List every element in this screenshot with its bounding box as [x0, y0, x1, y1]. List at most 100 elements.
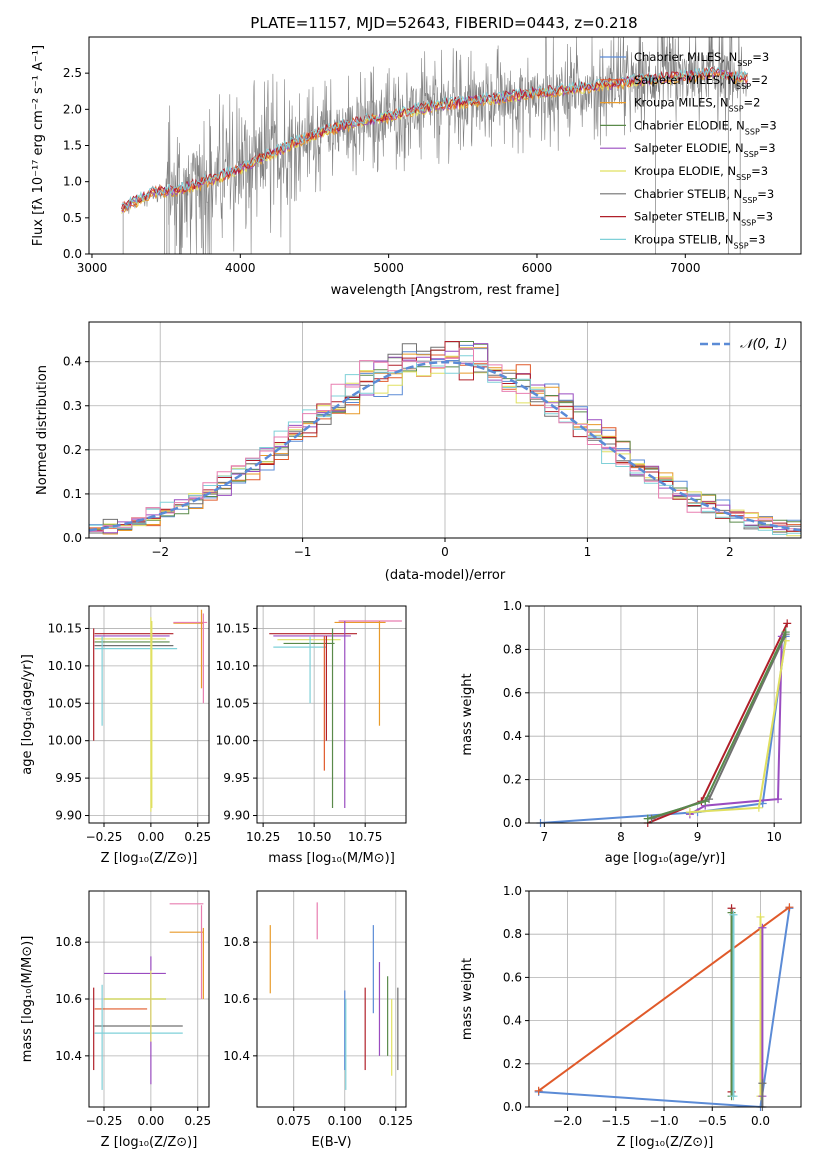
weight-point-marker: [783, 619, 792, 628]
axes-frame: [88, 321, 802, 539]
y-tick-label: 10.8: [55, 935, 82, 949]
legend-label: Salpeter ELODIE, NSSP=3: [634, 141, 776, 159]
legend-text: Kroupa ELODIE, N: [634, 164, 736, 178]
weight-point-marker: [754, 803, 763, 812]
y-tick-label: 10.00: [216, 734, 250, 748]
weight-point-marker: [781, 628, 790, 637]
y-axis-label: age [log₁₀(age/yr)]: [20, 654, 35, 775]
y-tick-label: 10.10: [48, 659, 82, 673]
legend-text: Chabrier STELIB, N: [634, 187, 742, 201]
y-tick-label: 0.4: [503, 729, 522, 743]
model-spectrum: [121, 66, 749, 210]
legend-text: Chabrier MILES, N: [634, 50, 737, 64]
y-tick-label: 1.0: [503, 884, 522, 898]
weight-point-marker: [643, 814, 652, 823]
y-tick-label: 9.90: [223, 809, 250, 823]
legend-text: Kroupa MILES, N: [634, 96, 729, 110]
y-tick-label: 0.8: [503, 642, 522, 656]
y-tick-label: 0.2: [503, 773, 522, 787]
x-tick-label: 0.125: [379, 1114, 413, 1128]
y-tick-label: 10.05: [216, 696, 250, 710]
normal-curve: [89, 360, 801, 532]
legend-subscript: SSP: [744, 150, 759, 159]
chart-title: PLATE=1157, MJD=52643, FIBERID=0443, z=0…: [250, 14, 637, 32]
legend-subscript: SSP: [729, 104, 744, 113]
y-tick-label: 10.15: [48, 621, 82, 635]
legend-subscript: SSP: [742, 195, 757, 204]
legend-label: Chabrier STELIB, NSSP=3: [634, 187, 774, 205]
y-tick-label: 10.4: [223, 1049, 250, 1063]
x-tick-label: 4000: [225, 261, 256, 275]
y-tick-label: 2.0: [63, 102, 82, 116]
x-tick-label: −1.5: [601, 1114, 630, 1128]
weight-point-marker: [729, 1092, 738, 1101]
axes-frame: [88, 36, 802, 255]
x-tick-label: −2.0: [553, 1114, 582, 1128]
legend-subscript: SSP: [736, 173, 751, 182]
x-tick-label: 0.100: [328, 1114, 362, 1128]
legend-text: =2: [751, 73, 768, 87]
legend-label: Chabrier MILES, NSSP=3: [634, 50, 769, 68]
x-tick-label: 0.00: [138, 1114, 165, 1128]
legend-label: Kroupa MILES, NSSP=2: [634, 96, 760, 114]
legend-text: =3: [756, 210, 773, 224]
x-tick-label: 7: [541, 830, 549, 844]
x-tick-label: 10.25: [246, 830, 280, 844]
y-axis-label: mass weight: [460, 958, 475, 1040]
legend-text: Salpeter STELIB, N: [634, 210, 741, 224]
y-tick-label: 9.95: [223, 771, 250, 785]
x-tick-label: 3000: [77, 261, 108, 275]
y-tick-label: 1.0: [503, 599, 522, 613]
y-tick-label: 0.2: [503, 1057, 522, 1071]
weight-series-line: [647, 622, 789, 823]
legend-text: =2: [744, 96, 761, 110]
y-tick-label: 0.8: [503, 927, 522, 941]
model-spectrum: [121, 66, 748, 209]
weight-point-marker: [701, 797, 710, 806]
legend-text: =3: [760, 118, 777, 132]
y-tick-label: 0.0: [503, 1100, 522, 1114]
y-axis-label: Normed distribution: [35, 365, 50, 495]
weight-point-marker: [785, 903, 794, 912]
y-tick-label: 0.4: [63, 355, 82, 369]
y-tick-label: 10.10: [216, 659, 250, 673]
legend-label: Chabrier ELODIE, NSSP=3: [634, 118, 777, 136]
legend-text: =3: [759, 141, 776, 155]
legend-label: 𝒩(0, 1): [740, 337, 787, 352]
legend-label: Kroupa STELIB, NSSP=3: [634, 232, 765, 250]
legend-subscript: SSP: [736, 81, 751, 90]
y-tick-label: 0.1: [63, 487, 82, 501]
model-spectrum: [121, 67, 749, 212]
x-axis-label: E(B-V): [311, 1135, 351, 1150]
x-tick-label: 5000: [373, 261, 404, 275]
axes-frame: [88, 605, 210, 824]
y-tick-label: 0.3: [63, 399, 82, 413]
y-tick-label: 1.5: [63, 139, 82, 153]
weight-point-marker: [534, 1086, 543, 1095]
y-tick-label: 10.6: [55, 992, 82, 1006]
x-tick-label: 2: [726, 545, 734, 559]
x-axis-label: age [log₁₀(age/yr)]: [605, 851, 726, 866]
y-tick-label: 0.4: [503, 1014, 522, 1028]
y-tick-label: 0.5: [63, 211, 82, 225]
y-tick-label: 10.6: [223, 992, 250, 1006]
x-tick-label: −2: [151, 545, 169, 559]
x-tick-label: 10.50: [297, 830, 331, 844]
y-tick-label: 10.00: [48, 734, 82, 748]
x-axis-label: Z [log₁₀(Z/Z⊙)]: [101, 1135, 198, 1150]
x-tick-label: 10: [767, 830, 782, 844]
weight-series-line: [651, 633, 787, 820]
weight-series-line: [538, 908, 791, 1107]
y-axis-label: mass [log₁₀(M/M⊙)]: [20, 936, 35, 1063]
x-tick-label: −1: [294, 545, 312, 559]
x-tick-label: −0.5: [698, 1114, 727, 1128]
x-axis-label: wavelength [Angstrom, rest frame]: [331, 283, 560, 298]
legend-label: Salpeter MILES, NSSP=2: [634, 73, 768, 91]
y-tick-label: 10.05: [48, 696, 82, 710]
axes-frame: [528, 605, 802, 824]
x-tick-label: −1.0: [649, 1114, 678, 1128]
legend-label: Salpeter STELIB, NSSP=3: [634, 210, 773, 228]
x-tick-label: 0.0: [751, 1114, 770, 1128]
x-tick-label: 0.00: [138, 830, 165, 844]
